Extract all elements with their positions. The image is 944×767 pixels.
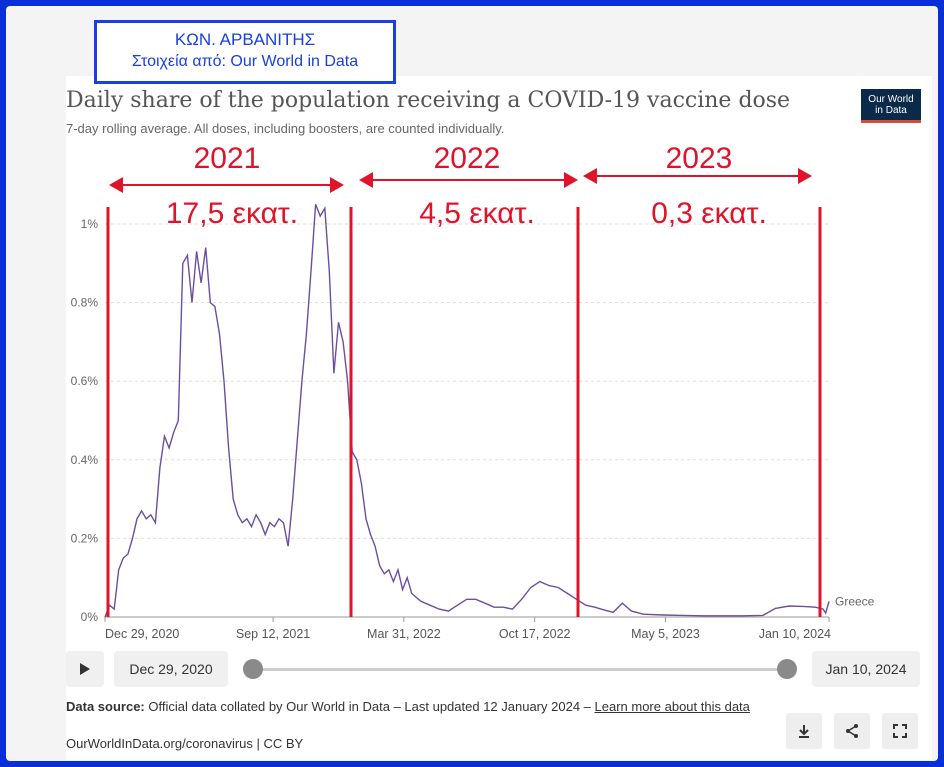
slider-start-handle[interactable]	[243, 659, 263, 679]
year-label: 2021	[194, 142, 261, 175]
chart-grid	[105, 223, 829, 618]
y-tick-label: 0%	[81, 610, 99, 624]
chart-card	[66, 76, 932, 760]
fullscreen-button[interactable]	[882, 713, 918, 749]
start-date-button[interactable]: Dec 29, 2020	[114, 651, 228, 687]
logo-line2: in Data	[875, 105, 907, 116]
dose-count-label: 17,5 εκατ.	[166, 197, 298, 230]
y-tick-label: 1%	[81, 217, 99, 231]
source-label: Data source:	[66, 699, 145, 714]
dose-count-label: 4,5 εκατ.	[419, 197, 535, 230]
x-tick-label: Mar 31, 2022	[367, 627, 441, 641]
x-axis: Dec 29, 2020 Sep 12, 2021 Mar 31, 2022 Oct …	[104, 616, 831, 641]
fullscreen-icon	[893, 724, 907, 738]
double-arrow	[583, 168, 812, 184]
arrow-head-right	[330, 177, 344, 193]
x-tick-label: Sep 12, 2021	[236, 627, 310, 641]
y-axis: 0% 0.2% 0.4% 0.6% 0.8% 1%	[71, 217, 99, 624]
share-icon	[846, 724, 858, 738]
x-tick-label: Dec 29, 2020	[105, 627, 179, 641]
y-tick-label: 0.8%	[71, 296, 99, 310]
y-tick-label: 0.4%	[71, 453, 99, 467]
author-name: ΚΩΝ. ΑΡΒΑΝΙΤΗΣ	[174, 30, 316, 49]
dose-count-label: 0,3 εκατ.	[651, 197, 767, 230]
chart-subtitle: 7-day rolling average. All doses, includ…	[66, 121, 505, 136]
chart-series: Greece	[104, 204, 875, 618]
play-button[interactable]	[66, 651, 104, 687]
arrow-head-left	[109, 177, 123, 193]
logo-line1: Our World	[868, 94, 914, 105]
double-arrow	[359, 172, 578, 188]
author-box: ΚΩΝ. ΑΡΒΑΝΙΤΗΣ Στοιχεία από: Our World i…	[94, 20, 396, 84]
owid-logo[interactable]: Our World in Data	[861, 89, 921, 123]
download-button[interactable]	[786, 713, 822, 749]
timeline-slider[interactable]	[253, 668, 787, 671]
series-line-greece	[104, 204, 830, 618]
source-text: Official data collated by Our World in D…	[148, 699, 595, 714]
arrow-head-right	[564, 172, 578, 188]
year-label: 2022	[434, 142, 501, 175]
arrow-head-left	[359, 172, 373, 188]
double-arrow	[109, 177, 344, 193]
x-tick-label: May 5, 2023	[631, 627, 700, 641]
year-label: 2023	[666, 142, 733, 175]
play-icon	[80, 663, 90, 675]
series-label-greece: Greece	[835, 594, 875, 608]
end-date-button[interactable]: Jan 10, 2024	[812, 651, 920, 687]
y-tick-label: 0.2%	[71, 531, 99, 545]
chart-title: Daily share of the population receiving …	[66, 88, 791, 113]
author-source: Στοιχεία από: Our World in Data	[131, 53, 359, 70]
y-tick-label: 0.6%	[71, 374, 99, 388]
screen-frame	[6, 6, 938, 761]
arrow-head-right	[798, 168, 812, 184]
x-tick-label: Oct 17, 2022	[499, 627, 571, 641]
arrow-head-left	[583, 168, 597, 184]
source-url: OurWorldInData.org/coronavirus | CC BY	[66, 736, 304, 751]
learn-more-link[interactable]: Learn more about this data	[594, 699, 750, 714]
annotation-overlay: 2021 17,5 εκατ. 2022 4,5 εκατ. 2023 0,3 εκατ.	[106, 142, 822, 617]
download-icon	[799, 725, 809, 738]
share-button[interactable]	[834, 713, 870, 749]
slider-end-handle[interactable]	[777, 659, 797, 679]
data-source: Data source: Official data collated by O…	[66, 698, 786, 715]
x-tick-label: Jan 10, 2024	[759, 627, 831, 641]
